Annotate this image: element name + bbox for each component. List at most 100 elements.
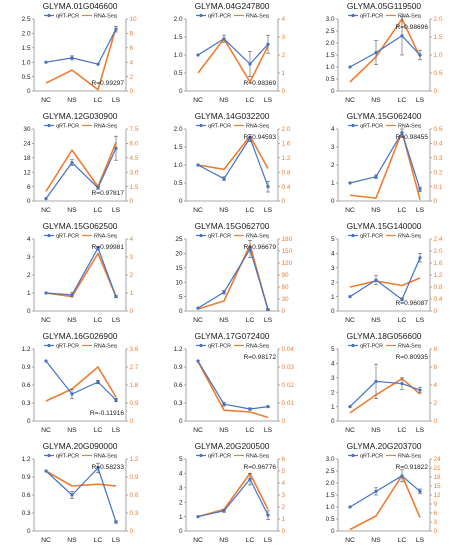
y-left-tick-label: 3: [331, 265, 335, 272]
data-point-qrt-pcr: [348, 505, 352, 509]
legend-label-rna: RNA-Seq: [246, 234, 269, 240]
y-right-tick-label: 1.5: [434, 34, 443, 41]
chart-panel: GLYMA.18G056600 qRT-PCR RNA-Seq 0 1 2 3 4 5 0 2 4 6 8…: [331, 331, 438, 434]
y-left-tick-label: 1.2: [174, 346, 183, 353]
legend-label-rna: RNA-Seq: [94, 454, 117, 460]
data-point-qrt-pcr: [44, 359, 48, 363]
y-right-tick-label: 2: [282, 504, 286, 511]
y-right-tick-label: 60: [282, 284, 290, 291]
chart-panel: GLYMA.14G032200 qRT-PCR RNA-Seq 0 0.5 1.0 1.5 2…: [174, 111, 291, 214]
series-line-rna-seq: [349, 277, 421, 288]
legend: qRT-PCR RNA-Seq: [196, 14, 269, 20]
y-right-tick-label: 1: [130, 290, 134, 297]
series-line-rna-seq: [45, 366, 117, 402]
x-tick-label: LC: [398, 427, 407, 434]
legend-label-qrt: qRT-PCR: [208, 234, 231, 240]
y-right-tick-label: 2: [130, 272, 134, 279]
x-tick-label: LC: [398, 207, 407, 214]
y-right-tick-label: 1.2: [434, 272, 443, 279]
data-point-qrt-pcr: [374, 379, 378, 383]
y-right-tick-label: 4: [130, 59, 134, 66]
data-point-qrt-pcr: [114, 398, 118, 402]
data-point-qrt-pcr: [222, 509, 226, 513]
legend-marker-qrt: [199, 123, 203, 128]
series-line-rna-seq: [349, 474, 421, 531]
y-left-tick-label: 2: [179, 499, 183, 506]
y-left-tick-label: 2: [27, 272, 31, 279]
y-left-tick-label: 0.5: [22, 74, 31, 81]
y-right-tick-label: 1.2: [130, 456, 139, 463]
legend-label-qrt: qRT-PCR: [56, 14, 79, 20]
y-right-tick-label: 0.8: [282, 169, 291, 176]
y-right-tick-label: 90: [282, 272, 290, 279]
data-point-qrt-pcr: [70, 493, 74, 497]
x-tick-label: LS: [264, 97, 273, 104]
y-left-tick-label: 0: [27, 88, 31, 95]
correlation-label: R=0.99981: [92, 244, 125, 251]
x-tick-label: LS: [112, 207, 121, 214]
y-right-tick-label: 0: [130, 418, 134, 425]
x-tick-label: NS: [67, 207, 77, 214]
y-left-tick-label: 1.2: [22, 456, 31, 463]
data-point-qrt-pcr: [348, 181, 352, 185]
y-right-tick-label: 1.5: [130, 184, 139, 191]
y-left-tick-label: 2: [331, 389, 335, 396]
series-line-qrt-pcr: [45, 360, 117, 401]
y-right-tick-label: 1.0: [434, 52, 443, 59]
legend-label-qrt: qRT-PCR: [208, 124, 231, 130]
data-point-qrt-pcr: [114, 295, 118, 299]
x-tick-label: LS: [416, 97, 425, 104]
y-left-tick-label: 2: [331, 279, 335, 286]
y-right-tick-label: 0: [434, 528, 438, 535]
x-tick-label: NS: [371, 207, 381, 214]
data-point-qrt-pcr: [400, 381, 404, 386]
data-point-qrt-pcr: [196, 306, 200, 310]
y-right-tick-label: 4: [130, 236, 134, 243]
y-left-tick-label: 0.3: [174, 400, 183, 407]
legend-label-rna: RNA-Seq: [398, 124, 421, 130]
series-line-rna-seq: [45, 470, 117, 487]
correlation-label: R=0.98172: [244, 354, 277, 361]
chart-title: GLYMA.17G072400: [195, 331, 270, 341]
data-point-qrt-pcr: [400, 131, 404, 135]
y-right-tick-label: 0.01: [282, 400, 295, 407]
x-tick-label: NS: [371, 537, 381, 544]
legend-marker-qrt: [351, 123, 355, 128]
legend-label-qrt: qRT-PCR: [360, 124, 383, 130]
y-left-tick-label: 1.0: [174, 52, 183, 59]
y-left-tick-label: 0.6: [174, 382, 183, 389]
legend-label-rna: RNA-Seq: [94, 234, 117, 240]
legend-label-rna: RNA-Seq: [246, 454, 269, 460]
x-tick-label: LS: [264, 317, 273, 324]
data-point-qrt-pcr: [114, 520, 118, 524]
y-right-tick-label: 0.8: [434, 284, 443, 291]
data-point-qrt-pcr: [44, 469, 48, 473]
x-tick-label: LC: [246, 317, 255, 324]
legend-label-qrt: qRT-PCR: [56, 124, 79, 130]
x-tick-label: LC: [246, 97, 255, 104]
y-right-tick-label: 6: [282, 456, 286, 463]
y-left-tick-label: 25: [175, 236, 183, 243]
x-tick-label: NS: [67, 537, 77, 544]
y-right-tick-label: 6: [434, 510, 438, 517]
legend-label-qrt: qRT-PCR: [56, 344, 79, 350]
data-point-qrt-pcr: [374, 51, 378, 55]
x-tick-label: LS: [264, 207, 273, 214]
y-right-tick-label: 0.9: [130, 400, 139, 407]
series-line-rna-seq: [197, 361, 269, 419]
x-tick-label: NC: [193, 97, 203, 104]
chart-panel: GLYMA.20G200500 qRT-PCR RNA-Seq 0 1 2 3 4 5 0 1 2 3 4…: [179, 441, 286, 544]
series-line-qrt-pcr: [197, 38, 269, 65]
legend: qRT-PCR RNA-Seq: [348, 454, 421, 460]
y-left-tick-label: 3: [331, 144, 335, 151]
y-left-tick-label: 0: [331, 418, 335, 425]
y-left-tick-label: 1.5: [22, 45, 31, 52]
x-tick-label: LS: [416, 537, 425, 544]
legend-label-rna: RNA-Seq: [246, 124, 269, 130]
x-tick-label: LC: [94, 207, 103, 214]
data-point-qrt-pcr: [70, 392, 74, 396]
y-left-tick-label: 24: [23, 141, 31, 148]
legend: qRT-PCR RNA-Seq: [348, 234, 421, 240]
legend-label-qrt: qRT-PCR: [360, 14, 383, 20]
correlation-label: R=0.94593: [244, 134, 277, 141]
